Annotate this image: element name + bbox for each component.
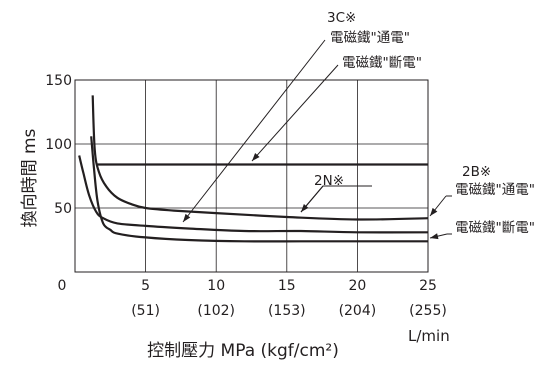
x-tick-label: 10 — [207, 278, 225, 294]
leader-3c-on — [182, 39, 326, 223]
x-unit-label: L/min — [408, 327, 450, 345]
plot-frame — [74, 79, 429, 273]
annotation-2b: 2B※ — [462, 164, 491, 180]
chart-series — [78, 95, 429, 243]
chart-grid — [74, 79, 429, 273]
x-tick-label: 20 — [348, 278, 366, 294]
series-line-3c-on — [91, 95, 429, 221]
y-tick-label: 150 — [45, 73, 72, 89]
annotation-3c-on: 電磁鐵"通電" — [330, 29, 410, 46]
leader-2b-on-head — [430, 207, 438, 216]
annotation-2b-off: 電磁鐵"斷電" — [455, 219, 535, 236]
x-tick-label: 25 — [419, 278, 437, 294]
x-tick-sublabel: (255) — [409, 303, 447, 319]
x-tick-label: 0 — [58, 278, 67, 294]
leader-2n-arrow-head — [301, 203, 309, 212]
annotation-2n: 2N※ — [314, 173, 344, 189]
x-tick-sublabel: (153) — [268, 303, 306, 319]
series-line-3c-off — [78, 155, 429, 234]
annotation-3c: 3C※ — [327, 10, 356, 26]
series-line-2b-on — [90, 136, 428, 243]
x-tick-label: 15 — [278, 278, 296, 294]
chart-labels: 0 5 (51) 10 (102) 15 (153) 20 (204) 25 (255) 50 100 1… — [45, 73, 447, 319]
y-tick-label: 50 — [54, 201, 72, 217]
leader-2b-off-head — [430, 233, 439, 240]
x-tick-sublabel: (51) — [131, 303, 160, 319]
x-axis-title: 控制壓力 MPa (kgf/cm²) — [147, 341, 339, 361]
leader-3c-off-head — [252, 153, 260, 161]
annotation-3c-off: 電磁鐵"斷電" — [342, 54, 422, 71]
x-tick-label: 5 — [141, 278, 150, 294]
x-tick-sublabel: (102) — [197, 303, 235, 319]
y-axis-title: 換向時間 ms — [20, 128, 40, 227]
x-tick-sublabel: (204) — [339, 303, 377, 319]
leader-3c-on-head — [183, 213, 191, 222]
annotation-leaders — [182, 39, 452, 240]
annotation-2b-on: 電磁鐵"通電" — [455, 181, 535, 198]
y-tick-label: 100 — [45, 137, 72, 153]
leader-3c-off — [251, 64, 339, 162]
